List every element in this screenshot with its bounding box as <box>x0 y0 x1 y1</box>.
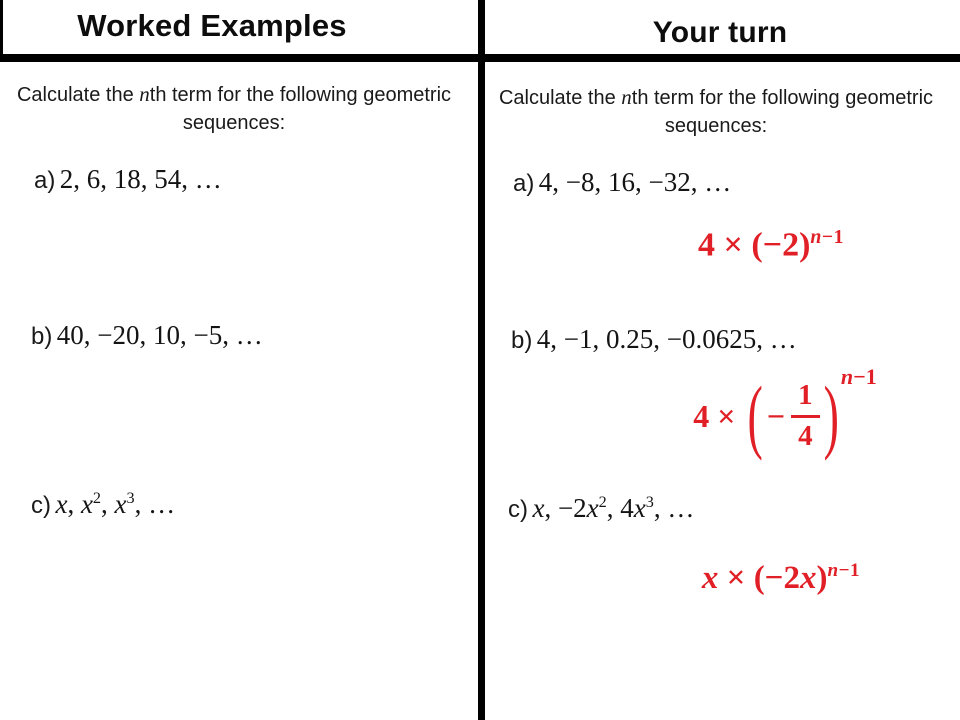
instruction-text: Calculate the <box>498 87 622 109</box>
item-label: a) <box>513 170 535 197</box>
n-variable: n <box>621 85 632 109</box>
your-turn-item-a: a) 4, −8, 16, −32, … <box>513 167 731 198</box>
item-label: c) <box>31 492 51 519</box>
item-sequence: 40, −20, 10, −5, … <box>56 320 263 350</box>
item-sequence: x, −2x2, 4x3, … <box>532 493 695 523</box>
item-sequence: x, x2, x3, … <box>55 489 176 519</box>
item-sequence: 2, 6, 18, 54, … <box>59 164 222 194</box>
item-label: a) <box>34 167 56 194</box>
n-variable: n <box>139 82 150 106</box>
fraction: 1 4 <box>791 379 820 453</box>
item-sequence: 4, −8, 16, −32, … <box>538 167 732 197</box>
your-turn-header: Your turn <box>652 16 788 49</box>
left-edge-line <box>0 0 3 62</box>
formula-body: 4 × (−2) <box>698 226 811 264</box>
formula-body: x × (−2x) <box>701 560 828 596</box>
worked-item-b: b) 40, −20, 10, −5, … <box>31 320 263 351</box>
formula-exponent: n−1 <box>810 226 844 248</box>
answer-formula-b: 4 × ( − 1 4 ) n−1 <box>620 364 950 466</box>
item-label: b) <box>31 323 53 350</box>
worked-item-a: a) 2, 6, 18, 54, … <box>34 164 222 195</box>
instruction-text: th term for the following geometric sequ… <box>149 84 452 134</box>
worked-examples-header: Worked Examples <box>77 8 347 43</box>
fraction-denominator: 4 <box>798 419 813 452</box>
worked-item-c: c) x, x2, x3, … <box>31 489 175 520</box>
open-paren: ( <box>747 369 763 461</box>
item-label: c) <box>508 496 528 523</box>
formula-coefficient: 4 × <box>693 397 736 434</box>
instruction-right: Calculate the nth term for the following… <box>496 83 936 140</box>
your-turn-item-b: b) 4, −1, 0.25, −0.0625, … <box>511 324 797 355</box>
answer-formula-c: x × (−2x)n−1 <box>616 560 946 597</box>
minus-sign: − <box>766 397 786 434</box>
close-paren: ) <box>823 369 839 461</box>
your-turn-item-c: c) x, −2x2, 4x3, … <box>508 493 694 524</box>
item-label: b) <box>511 327 533 354</box>
answer-formula-a: 4 × (−2)n−1 <box>606 226 936 264</box>
instruction-left: Calculate the nth term for the following… <box>14 80 454 137</box>
instruction-text: Calculate the <box>16 84 140 106</box>
divider-vertical <box>478 0 485 720</box>
instruction-text: th term for the following geometric sequ… <box>631 87 934 137</box>
item-sequence: 4, −1, 0.25, −0.0625, … <box>536 324 797 354</box>
fraction-numerator: 1 <box>791 379 820 418</box>
formula-exponent: n−1 <box>827 560 861 581</box>
formula-exponent: n−1 <box>840 364 877 389</box>
